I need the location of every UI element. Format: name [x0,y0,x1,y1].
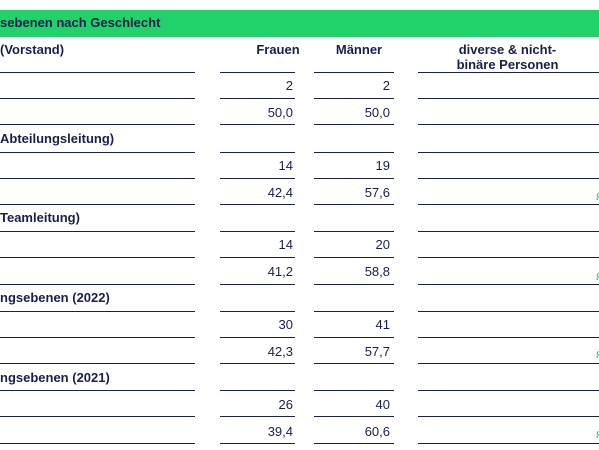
table-cell-maenner: 40 [375,397,390,412]
row-divider [220,257,295,258]
table-cell-maenner: 2 [382,78,390,93]
row-divider [418,311,599,312]
row-divider [220,152,295,153]
row-divider [314,390,394,391]
row-divider [220,363,295,364]
section-label: Teamleitung) [0,210,80,225]
row-divider [220,311,295,312]
truncated-diverse-value: 8 [596,428,599,438]
row-divider [220,416,295,417]
table-cell-frauen: 14 [278,158,293,173]
row-divider [314,124,394,125]
section-label: Abteilungsleitung) [0,131,115,146]
row-divider [0,98,195,99]
truncated-diverse-value: 8 [596,270,599,280]
row-divider [418,178,599,179]
table-cell-maenner: 50,0 [364,105,390,120]
row-divider [0,363,195,364]
row-divider [0,416,195,417]
table-cell-maenner: 41 [375,317,390,332]
table-cell-frauen: 42,4 [267,185,293,200]
row-divider [314,152,394,153]
row-divider [0,443,195,444]
table-cell-frauen: 39,4 [267,424,293,439]
row-divider [314,231,394,232]
row-divider [314,98,394,99]
table-title-bar [0,10,599,37]
row-divider [220,284,295,285]
row-divider [314,443,394,444]
row-divider [220,337,295,338]
column-header-frauen: Frauen [256,42,300,57]
row-divider [418,284,599,285]
row-divider [0,152,195,153]
table-cell-maenner: 60,6 [364,424,390,439]
truncated-diverse-value: 8 [596,348,599,358]
row-divider [220,231,295,232]
table-cell-frauen: 42,3 [267,344,293,359]
column-header-maenner: Männer [335,42,383,57]
row-divider [314,72,394,73]
section-label: ngsebenen (2021) [0,370,110,385]
row-divider [0,311,195,312]
row-divider [0,284,195,285]
table-cell-maenner: 57,7 [364,344,390,359]
row-divider [314,311,394,312]
section-label: (Vorstand) [0,42,65,57]
table-cell-frauen: 41,2 [267,264,293,279]
table-cell-frauen: 50,0 [267,105,293,120]
row-divider [0,231,195,232]
row-divider [418,72,599,73]
row-divider [220,178,295,179]
row-divider [418,416,599,417]
table-cell-maenner: 58,8 [364,264,390,279]
row-divider [314,257,394,258]
row-divider [418,231,599,232]
row-divider [418,257,599,258]
truncated-diverse-value: 8 [596,190,599,200]
column-header-diverse: diverse & nicht-binäre Personen [456,42,559,72]
row-divider [0,390,195,391]
section-label: ngsebenen (2022) [0,290,110,305]
row-divider [418,152,599,153]
row-divider [314,204,394,205]
row-divider [220,390,295,391]
row-divider [220,443,295,444]
table-cell-maenner: 19 [375,158,390,173]
table-cell-frauen: 2 [285,78,293,93]
row-divider [0,204,195,205]
row-divider [418,390,599,391]
row-divider [418,443,599,444]
row-divider [0,257,195,258]
table-cell-frauen: 26 [278,397,293,412]
row-divider [418,98,599,99]
row-divider [314,416,394,417]
table-cell-maenner: 57,6 [364,185,390,200]
row-divider [314,284,394,285]
table-cell-frauen: 30 [278,317,293,332]
row-divider [220,72,295,73]
row-divider [418,204,599,205]
row-divider [314,178,394,179]
row-divider [0,72,195,73]
row-divider [418,363,599,364]
row-divider [0,124,195,125]
row-divider [314,337,394,338]
row-divider [220,204,295,205]
row-divider [418,124,599,125]
row-divider [0,337,195,338]
row-divider [0,178,195,179]
row-divider [220,98,295,99]
row-divider [220,124,295,125]
row-divider [314,363,394,364]
row-divider [418,337,599,338]
table-cell-frauen: 14 [278,237,293,252]
table-cell-maenner: 20 [375,237,390,252]
table-title: sebenen nach Geschlecht [0,15,161,30]
